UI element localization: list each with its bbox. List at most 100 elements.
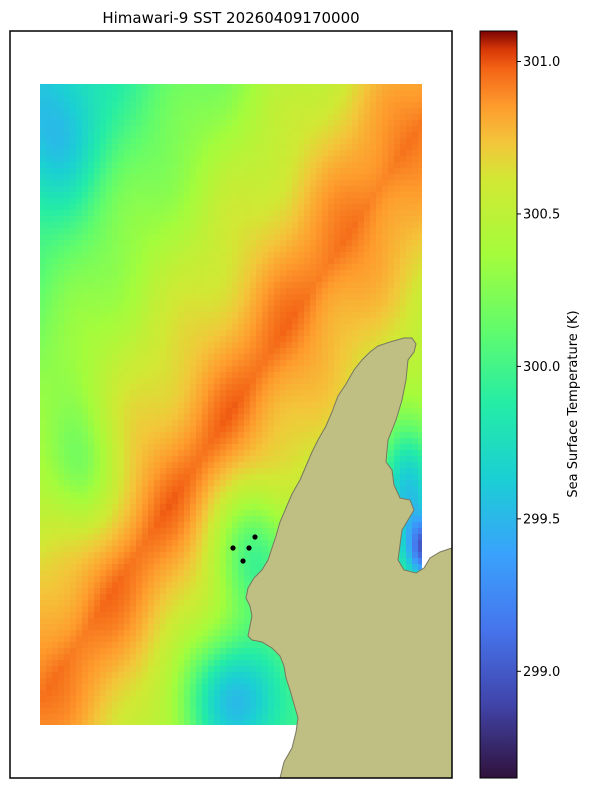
sst-cell bbox=[136, 486, 143, 493]
sst-cell bbox=[142, 234, 149, 241]
sst-cell bbox=[370, 294, 377, 301]
sst-cell bbox=[118, 384, 125, 391]
sst-cell bbox=[106, 546, 113, 553]
sst-cell bbox=[232, 378, 239, 385]
sst-cell bbox=[124, 264, 131, 271]
sst-cell bbox=[220, 540, 227, 547]
sst-cell bbox=[100, 132, 107, 139]
sst-cell bbox=[196, 252, 203, 259]
sst-cell bbox=[274, 414, 281, 421]
sst-cell bbox=[262, 306, 269, 313]
sst-cell bbox=[124, 138, 131, 145]
sst-cell bbox=[196, 288, 203, 295]
sst-cell bbox=[136, 342, 143, 349]
sst-cell bbox=[178, 216, 185, 223]
sst-cell bbox=[124, 180, 131, 187]
sst-cell bbox=[274, 246, 281, 253]
sst-cell bbox=[286, 156, 293, 163]
sst-cell bbox=[244, 474, 251, 481]
sst-cell bbox=[274, 138, 281, 145]
sst-cell bbox=[286, 336, 293, 343]
sst-cell bbox=[220, 108, 227, 115]
sst-cell bbox=[346, 138, 353, 145]
sst-cell bbox=[262, 336, 269, 343]
sst-cell bbox=[94, 450, 101, 457]
sst-cell bbox=[406, 168, 413, 175]
sst-cell bbox=[88, 372, 95, 379]
sst-cell bbox=[106, 312, 113, 319]
sst-cell bbox=[118, 366, 125, 373]
sst-cell bbox=[46, 444, 53, 451]
sst-cell bbox=[46, 534, 53, 541]
sst-cell bbox=[262, 342, 269, 349]
sst-cell bbox=[148, 324, 155, 331]
sst-cell bbox=[400, 120, 407, 127]
sst-cell bbox=[196, 426, 203, 433]
sst-cell bbox=[358, 234, 365, 241]
sst-cell bbox=[214, 354, 221, 361]
sst-cell bbox=[226, 168, 233, 175]
sst-cell bbox=[232, 318, 239, 325]
sst-cell bbox=[130, 426, 137, 433]
sst-cell bbox=[304, 168, 311, 175]
sst-cell bbox=[418, 162, 422, 169]
sst-cell bbox=[274, 504, 281, 511]
sst-cell bbox=[70, 204, 77, 211]
sst-cell bbox=[148, 108, 155, 115]
sst-cell bbox=[208, 306, 215, 313]
sst-cell bbox=[112, 294, 119, 301]
sst-cell bbox=[142, 216, 149, 223]
sst-cell bbox=[214, 540, 221, 547]
sst-cell bbox=[154, 318, 161, 325]
sst-cell bbox=[136, 426, 143, 433]
sst-cell bbox=[208, 336, 215, 343]
sst-cell bbox=[46, 240, 53, 247]
sst-cell bbox=[256, 330, 263, 337]
sst-cell bbox=[274, 294, 281, 301]
sst-cell bbox=[214, 234, 221, 241]
sst-cell bbox=[178, 210, 185, 217]
sst-cell bbox=[340, 288, 347, 295]
sst-cell bbox=[184, 354, 191, 361]
sst-cell bbox=[52, 354, 59, 361]
sst-cell bbox=[142, 192, 149, 199]
sst-cell bbox=[112, 510, 119, 517]
sst-cell bbox=[304, 126, 311, 133]
sst-cell bbox=[244, 444, 251, 451]
sst-cell bbox=[370, 330, 377, 337]
sst-cell bbox=[208, 402, 215, 409]
sst-cell bbox=[310, 384, 317, 391]
sst-cell bbox=[310, 192, 317, 199]
sst-cell bbox=[70, 528, 77, 535]
sst-cell bbox=[124, 186, 131, 193]
sst-cell bbox=[76, 492, 83, 499]
sst-cell bbox=[184, 432, 191, 439]
sst-cell bbox=[418, 432, 422, 439]
sst-cell bbox=[298, 240, 305, 247]
sst-cell bbox=[364, 306, 371, 313]
sst-cell bbox=[178, 444, 185, 451]
sst-cell bbox=[166, 378, 173, 385]
sst-cell bbox=[238, 480, 245, 487]
sst-cell bbox=[316, 156, 323, 163]
sst-cell bbox=[226, 330, 233, 337]
sst-cell bbox=[88, 84, 95, 91]
sst-cell bbox=[280, 102, 287, 109]
sst-cell bbox=[154, 534, 161, 541]
sst-cell bbox=[298, 360, 305, 367]
sst-cell bbox=[256, 546, 263, 553]
sst-cell bbox=[76, 522, 83, 529]
sst-cell bbox=[160, 222, 167, 229]
sst-cell bbox=[406, 372, 413, 379]
sst-cell bbox=[412, 444, 419, 451]
sst-cell bbox=[82, 102, 89, 109]
sst-cell bbox=[178, 456, 185, 463]
sst-cell bbox=[220, 402, 227, 409]
sst-cell bbox=[40, 330, 47, 337]
sst-cell bbox=[148, 396, 155, 403]
sst-cell bbox=[304, 438, 311, 445]
sst-cell bbox=[172, 348, 179, 355]
sst-cell bbox=[310, 174, 317, 181]
sst-cell bbox=[358, 240, 365, 247]
sst-cell bbox=[346, 330, 353, 337]
